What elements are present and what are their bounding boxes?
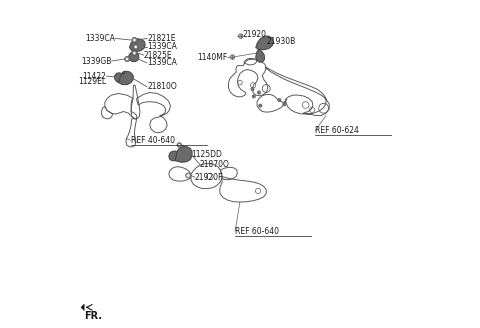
Circle shape: [187, 174, 190, 177]
Text: 1140MF: 1140MF: [197, 53, 228, 62]
Text: 21821E: 21821E: [147, 34, 176, 43]
Text: 21825E: 21825E: [144, 51, 172, 60]
Text: 21920F: 21920F: [195, 173, 223, 182]
Polygon shape: [169, 151, 177, 161]
Text: 1125DD: 1125DD: [192, 150, 222, 159]
Text: 1339CA: 1339CA: [85, 34, 115, 43]
Polygon shape: [175, 147, 192, 162]
Text: 1339CA: 1339CA: [147, 42, 177, 51]
Circle shape: [134, 46, 137, 48]
Circle shape: [230, 55, 235, 59]
Circle shape: [278, 98, 281, 102]
Text: 1339CA: 1339CA: [147, 58, 177, 68]
Circle shape: [177, 143, 181, 147]
Text: FR.: FR.: [84, 311, 102, 320]
Circle shape: [132, 51, 137, 56]
Circle shape: [283, 103, 286, 106]
Circle shape: [252, 95, 255, 98]
Text: REF 40-640: REF 40-640: [131, 136, 175, 145]
Circle shape: [178, 144, 180, 146]
Circle shape: [259, 104, 262, 107]
Circle shape: [186, 173, 191, 178]
Polygon shape: [81, 304, 84, 311]
Polygon shape: [256, 36, 274, 50]
Text: 21870O: 21870O: [200, 160, 230, 169]
Text: 21810O: 21810O: [147, 82, 177, 92]
Circle shape: [257, 91, 261, 94]
Polygon shape: [130, 39, 145, 51]
Circle shape: [133, 44, 138, 50]
Text: 21920: 21920: [242, 30, 266, 39]
Circle shape: [239, 34, 243, 38]
Circle shape: [132, 37, 137, 43]
Circle shape: [133, 52, 135, 54]
Text: 1339GB: 1339GB: [81, 56, 111, 66]
Circle shape: [126, 58, 128, 60]
Polygon shape: [129, 51, 139, 62]
Text: 21930B: 21930B: [266, 37, 296, 47]
Circle shape: [133, 39, 135, 41]
Text: REF 60-640: REF 60-640: [235, 227, 279, 236]
Circle shape: [251, 88, 254, 91]
Polygon shape: [119, 71, 133, 85]
Circle shape: [124, 56, 130, 62]
Polygon shape: [115, 71, 126, 83]
Text: REF 60-624: REF 60-624: [315, 126, 360, 135]
Polygon shape: [256, 49, 264, 62]
Text: 1129EL: 1129EL: [78, 76, 107, 86]
Text: 11422: 11422: [83, 72, 107, 81]
Circle shape: [117, 76, 120, 78]
